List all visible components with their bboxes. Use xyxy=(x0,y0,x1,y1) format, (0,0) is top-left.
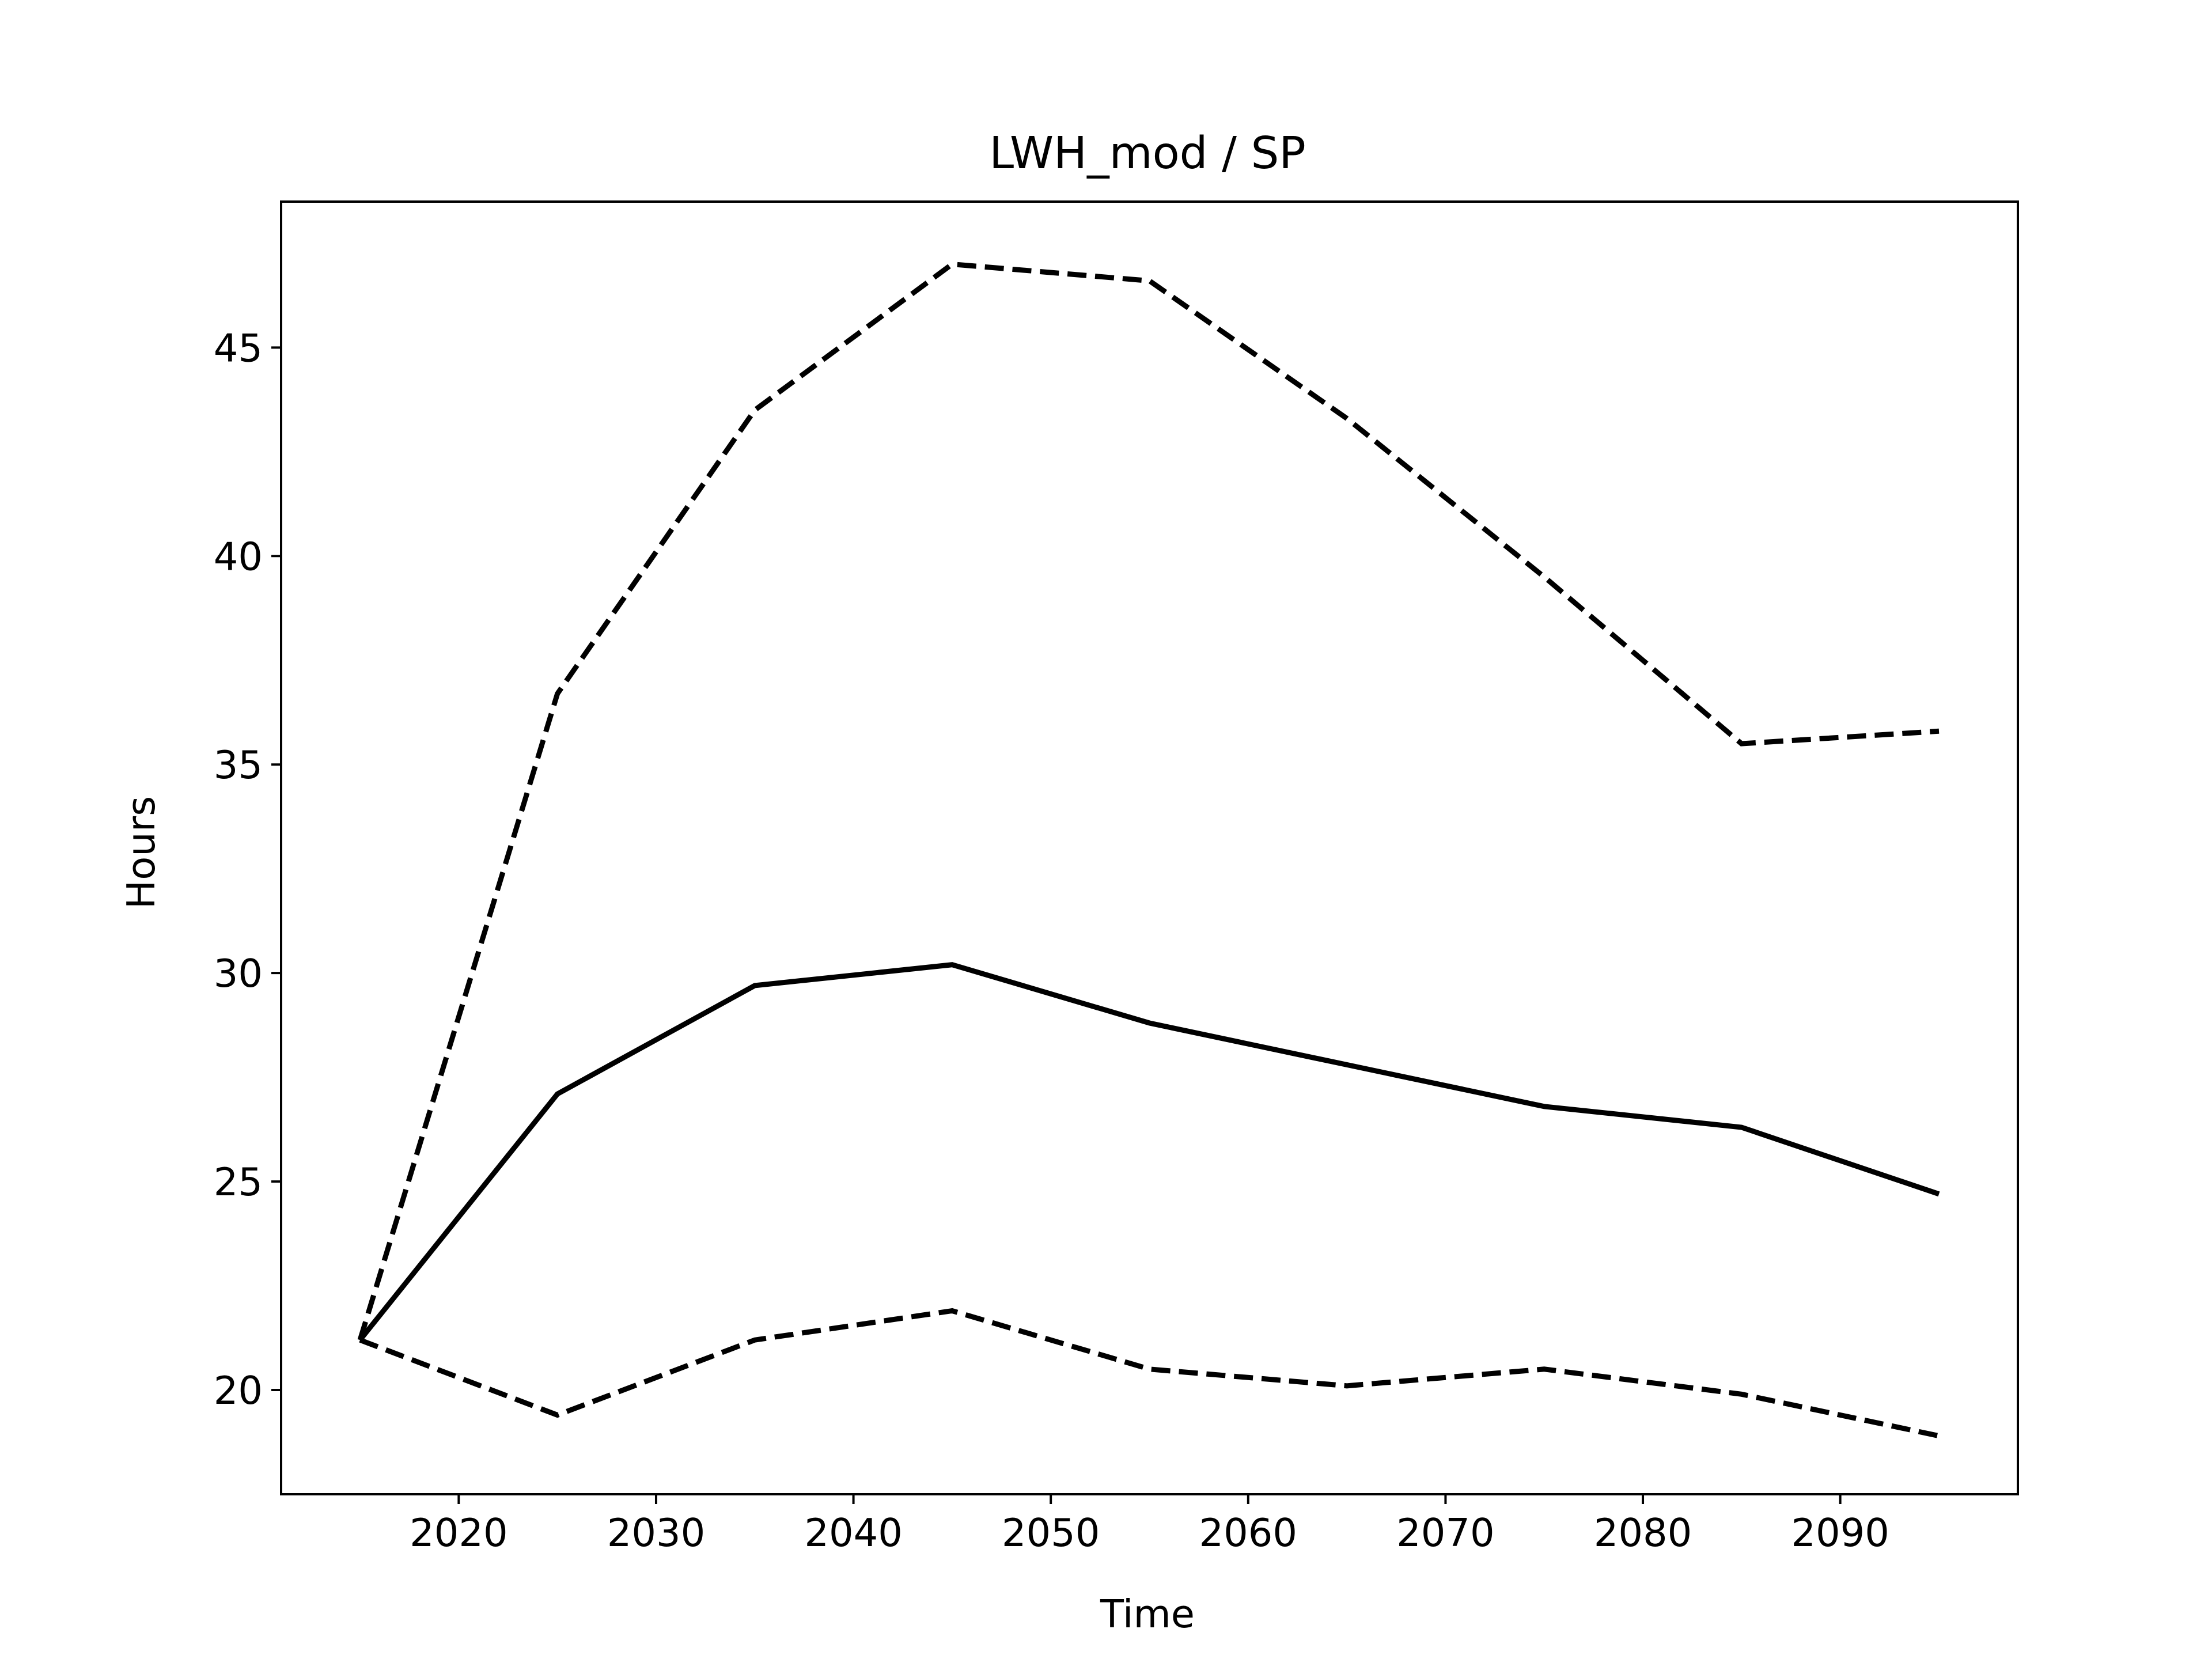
y-tick-label: 35 xyxy=(214,743,263,787)
y-axis-label: Hours xyxy=(119,796,164,909)
y-tick-label: 45 xyxy=(214,325,263,370)
x-axis-label: Time xyxy=(1100,1592,1195,1637)
plot-background xyxy=(281,202,2018,1494)
y-tick-label: 30 xyxy=(214,951,263,996)
x-tick-label: 2090 xyxy=(1791,1510,1889,1555)
axes-frame xyxy=(280,200,2019,1495)
x-tick-label: 2040 xyxy=(804,1510,903,1555)
plot-area xyxy=(281,202,2018,1494)
y-tick-label: 25 xyxy=(214,1160,263,1205)
x-tick-label: 2060 xyxy=(1199,1510,1298,1555)
x-tick-label: 2070 xyxy=(1396,1510,1495,1555)
chart-title: LWH_mod / SP xyxy=(989,128,1306,179)
series-line-2 xyxy=(358,962,1940,1342)
x-tick-label: 2030 xyxy=(607,1510,706,1555)
y-tick-label: 40 xyxy=(214,534,263,579)
x-tick-label: 2080 xyxy=(1594,1510,1692,1555)
series-line-3 xyxy=(359,1308,1940,1439)
x-tick-label: 2050 xyxy=(1002,1510,1100,1555)
axes-group: 2020 2030 2040 2050 2060 2070 2080 2090 20 25 30 35… xyxy=(214,200,2019,1555)
y-tick-label: 20 xyxy=(214,1368,263,1413)
series-group xyxy=(357,261,1940,1439)
series-line-1 xyxy=(357,261,1940,1341)
x-tick-label: 2020 xyxy=(410,1510,508,1555)
